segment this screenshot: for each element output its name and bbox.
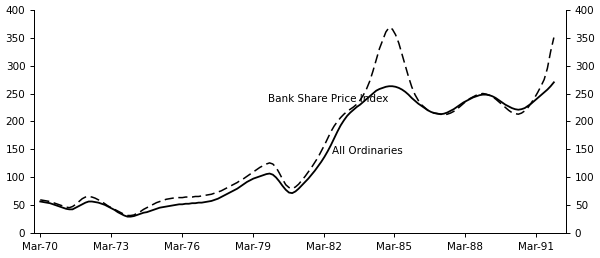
Text: All Ordinaries: All Ordinaries — [332, 146, 403, 156]
Text: Bank Share Price Index: Bank Share Price Index — [268, 94, 388, 104]
